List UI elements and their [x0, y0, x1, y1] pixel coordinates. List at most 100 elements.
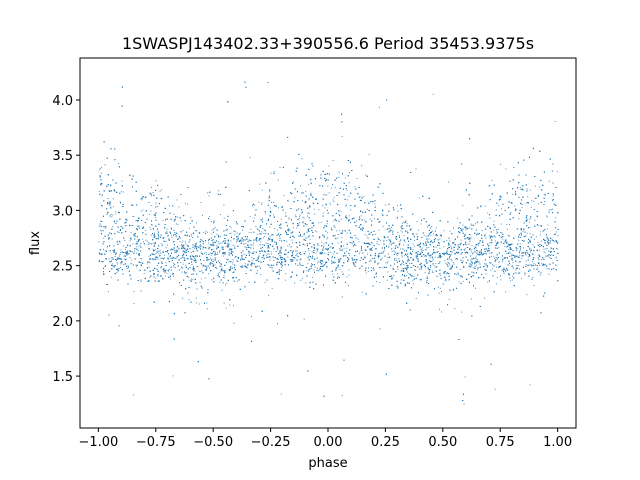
data-point — [160, 267, 162, 269]
data-point — [140, 280, 142, 282]
data-point — [371, 246, 373, 248]
data-point — [197, 236, 199, 238]
data-point — [250, 269, 252, 271]
data-point — [439, 287, 441, 289]
data-point — [120, 258, 122, 260]
data-point — [242, 229, 243, 231]
data-point — [471, 258, 472, 260]
data-point — [520, 261, 522, 263]
data-point — [157, 275, 159, 277]
data-point — [184, 270, 186, 272]
data-point — [470, 260, 472, 262]
data-point — [149, 262, 151, 264]
data-point — [457, 244, 459, 246]
data-point — [456, 274, 458, 275]
data-point — [378, 244, 380, 246]
data-point — [301, 278, 303, 280]
data-point — [274, 228, 276, 230]
data-point — [400, 279, 402, 281]
data-point — [424, 255, 426, 257]
data-point — [553, 204, 555, 205]
data-point — [110, 204, 111, 206]
data-point — [485, 263, 487, 265]
data-point — [344, 205, 346, 207]
data-point — [146, 240, 148, 242]
data-point — [237, 237, 239, 239]
data-point — [439, 275, 441, 277]
data-point — [326, 223, 328, 225]
data-point — [216, 233, 218, 235]
data-point — [200, 251, 202, 253]
data-point — [337, 242, 339, 244]
data-point — [346, 276, 348, 278]
data-point — [176, 199, 178, 201]
data-point — [243, 239, 245, 240]
data-point — [379, 253, 380, 255]
data-point — [521, 278, 523, 280]
data-point — [545, 248, 547, 250]
data-point — [433, 265, 435, 267]
data-point — [449, 240, 451, 242]
data-point — [278, 207, 279, 209]
data-point — [385, 262, 387, 264]
data-point — [444, 260, 446, 262]
data-point — [148, 261, 150, 263]
data-point — [403, 264, 405, 266]
data-point — [295, 250, 297, 252]
data-point — [449, 230, 451, 232]
data-point — [344, 177, 346, 179]
data-point — [449, 264, 451, 266]
data-point — [242, 266, 244, 268]
data-point — [248, 245, 250, 247]
data-point — [498, 247, 500, 249]
data-point — [197, 235, 199, 237]
data-point — [406, 254, 408, 256]
data-point — [401, 262, 403, 264]
data-point — [433, 233, 435, 235]
data-point — [221, 289, 223, 291]
data-point — [194, 258, 196, 260]
data-point — [212, 252, 213, 254]
data-point — [177, 224, 179, 226]
data-point — [426, 279, 428, 281]
data-point — [407, 255, 409, 257]
data-point — [277, 259, 279, 261]
data-point — [199, 245, 201, 247]
data-point — [549, 242, 551, 244]
data-point — [104, 227, 106, 229]
data-point — [437, 286, 439, 288]
data-point — [136, 266, 138, 268]
data-point — [555, 256, 557, 258]
data-point — [514, 255, 516, 257]
data-point — [327, 236, 329, 238]
data-point — [265, 233, 267, 234]
data-point — [173, 262, 175, 264]
data-point — [237, 235, 239, 237]
data-point — [445, 273, 447, 275]
data-point — [269, 191, 271, 193]
data-point — [462, 280, 464, 282]
data-point — [548, 209, 550, 211]
data-point — [492, 264, 493, 266]
data-point — [267, 264, 269, 265]
data-point — [292, 260, 294, 262]
data-point — [119, 242, 121, 244]
data-point — [437, 234, 438, 236]
data-point — [133, 394, 135, 396]
data-point — [388, 239, 390, 241]
data-point — [524, 274, 526, 276]
data-point — [539, 264, 540, 266]
data-point — [493, 255, 495, 257]
data-point — [318, 209, 320, 211]
data-point — [125, 248, 127, 250]
data-point — [534, 219, 536, 221]
data-point — [330, 204, 332, 206]
data-point — [261, 249, 263, 251]
data-point — [301, 212, 302, 214]
data-point — [438, 292, 440, 294]
data-point — [145, 229, 147, 231]
data-point — [106, 284, 107, 285]
data-point — [527, 196, 529, 198]
data-point — [460, 242, 462, 244]
data-point — [459, 227, 461, 229]
